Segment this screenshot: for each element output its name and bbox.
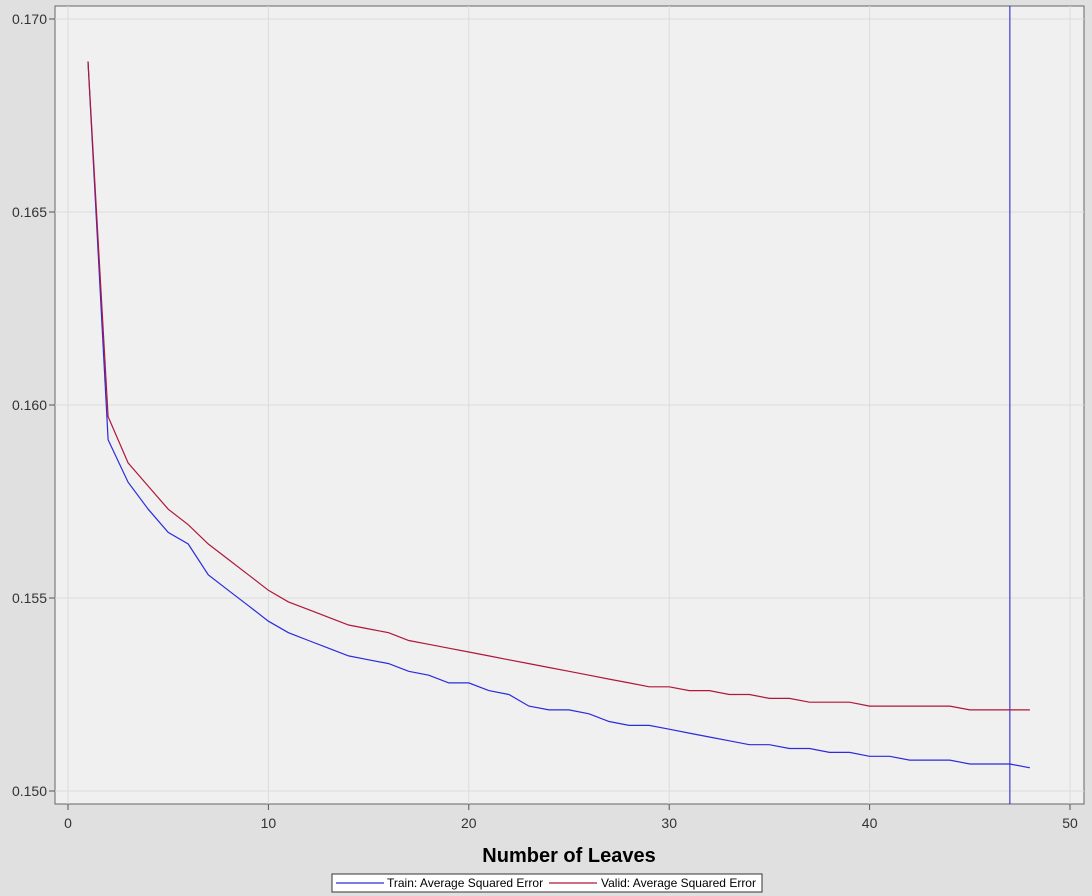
legend-label: Valid: Average Squared Error — [601, 876, 756, 890]
x-axis-title: Number of Leaves — [482, 845, 655, 867]
x-tick-label: 30 — [661, 815, 677, 831]
x-tick-label: 40 — [862, 815, 878, 831]
y-tick-label: 0.165 — [12, 204, 47, 220]
y-tick-label: 0.170 — [12, 11, 47, 27]
legend: Train: Average Squared Error Valid: Avera… — [331, 873, 763, 893]
legend-box — [331, 873, 763, 893]
x-tick-label: 10 — [261, 815, 277, 831]
x-tick-label: 20 — [461, 815, 477, 831]
axes: 0 10 20 30 40 50 0.150 0.155 0.160 0.165 0.170 — [12, 11, 1078, 831]
y-tick-label: 0.150 — [12, 783, 47, 799]
y-tick-label: 0.155 — [12, 590, 47, 606]
legend-label: Train: Average Squared Error — [387, 876, 543, 890]
x-tick-label: 50 — [1062, 815, 1078, 831]
y-tick-label: 0.160 — [12, 397, 47, 413]
series-lines — [87, 61, 1031, 769]
series-line-train — [87, 61, 1031, 769]
series-line-valid — [87, 61, 1030, 711]
x-tick-label: 0 — [64, 815, 72, 831]
grid-lines — [55, 6, 1084, 804]
